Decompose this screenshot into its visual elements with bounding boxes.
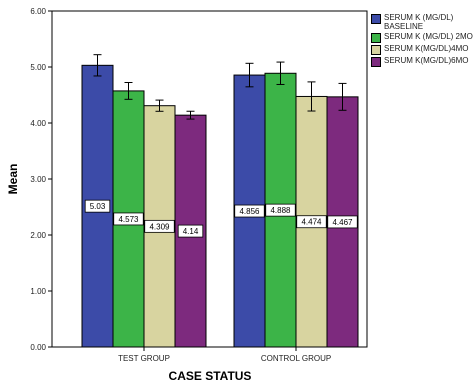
y-tick-label: 5.00 bbox=[30, 63, 46, 72]
legend-item-4mo: SERUM K(MG/DL)4MO bbox=[371, 44, 475, 55]
x-axis: TEST GROUP CONTROL GROUP bbox=[118, 347, 331, 363]
data-label-box bbox=[265, 203, 296, 217]
legend-swatch-6mo bbox=[371, 57, 381, 67]
data-label-box bbox=[234, 204, 265, 218]
bar-series: 5.03 4.573 4.309 4.14 4.856 4.888 4.474 4.467 bbox=[81, 54, 359, 348]
data-label: 5.03 bbox=[90, 202, 106, 211]
legend-label-2mo: SERUM K (MG/DL) 2MO bbox=[384, 32, 473, 41]
legend-swatch-4mo bbox=[371, 45, 381, 55]
y-axis: 0.00 1.00 2.00 3.00 4.00 5.00 6.00 bbox=[30, 7, 52, 352]
data-label: 4.309 bbox=[149, 222, 170, 231]
y-tick-label: 3.00 bbox=[30, 175, 46, 184]
data-label-box bbox=[113, 212, 144, 226]
data-label: 4.14 bbox=[183, 227, 199, 236]
y-tick-label: 4.00 bbox=[30, 119, 46, 128]
x-tick-label: CONTROL GROUP bbox=[261, 354, 331, 363]
x-tick-label: TEST GROUP bbox=[118, 354, 170, 363]
data-label-box bbox=[144, 219, 175, 233]
legend-label-6mo: SERUM K(MG/DL)6MO bbox=[384, 56, 469, 65]
legend-swatch-baseline bbox=[371, 14, 381, 24]
data-label-box bbox=[177, 224, 204, 238]
legend-label-4mo: SERUM K(MG/DL)4MO bbox=[384, 44, 469, 53]
data-label: 4.573 bbox=[118, 215, 139, 224]
data-label: 4.467 bbox=[332, 218, 353, 227]
legend-item-baseline: SERUM K (MG/DL) BASELINE bbox=[371, 13, 475, 31]
legend-swatch-2mo bbox=[371, 33, 381, 43]
y-tick-label: 6.00 bbox=[30, 7, 46, 16]
data-label-box bbox=[327, 215, 358, 229]
data-label-box bbox=[84, 199, 111, 213]
chart-legend: SERUM K (MG/DL) BASELINE SERUM K (MG/DL)… bbox=[371, 13, 475, 68]
data-label-box bbox=[296, 215, 327, 229]
data-label: 4.474 bbox=[301, 218, 322, 227]
y-tick-label: 0.00 bbox=[30, 343, 46, 352]
legend-label-baseline: SERUM K (MG/DL) BASELINE bbox=[384, 13, 454, 31]
data-label: 4.888 bbox=[270, 206, 291, 215]
x-axis-label: CASE STATUS bbox=[169, 369, 252, 383]
data-label: 4.856 bbox=[239, 207, 260, 216]
legend-item-2mo: SERUM K (MG/DL) 2MO bbox=[371, 32, 475, 43]
y-axis-label: Mean bbox=[6, 164, 20, 195]
y-tick-label: 2.00 bbox=[30, 231, 46, 240]
y-tick-label: 1.00 bbox=[30, 287, 46, 296]
legend-item-6mo: SERUM K(MG/DL)6MO bbox=[371, 56, 475, 67]
